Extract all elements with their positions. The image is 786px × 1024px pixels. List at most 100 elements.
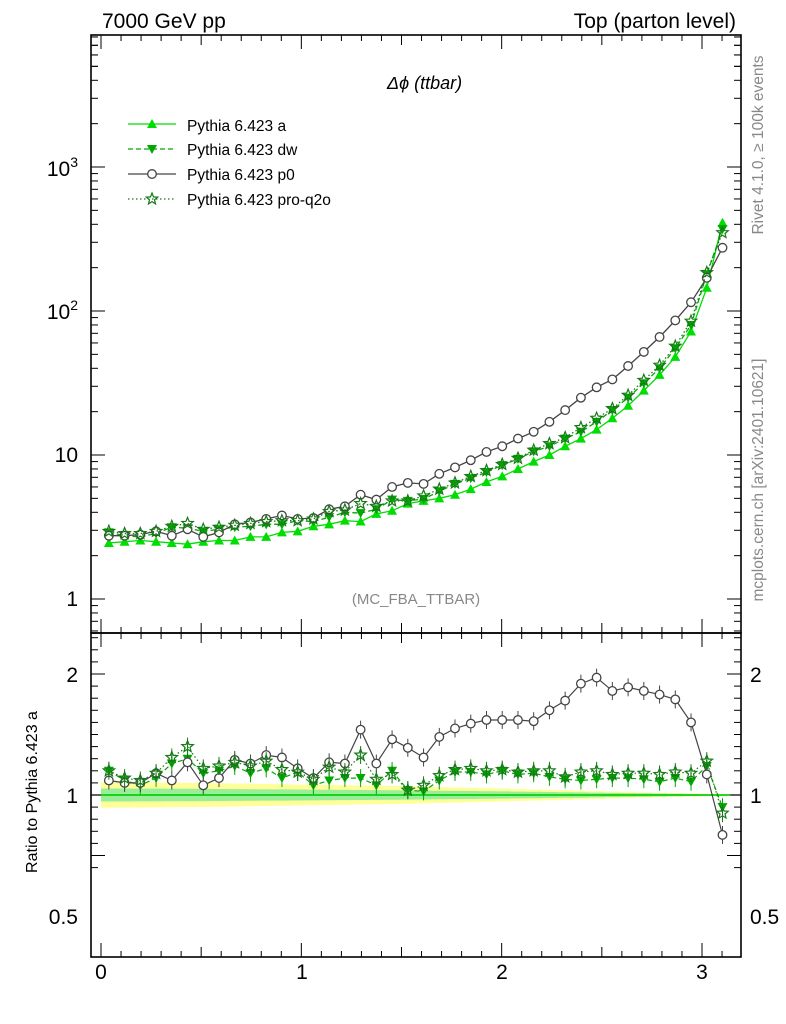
point-a: [292, 526, 303, 536]
point-pro_q2o: [211, 519, 227, 534]
ratio-point-p0: [513, 715, 523, 725]
point-p0: [434, 468, 445, 479]
rivet-label: Rivet 4.1.0, ≥ 100k events: [750, 55, 767, 234]
point-pro_q2o: [542, 435, 557, 450]
legend-label-a: Pythia 6.423 a: [187, 118, 286, 135]
ratio-series-layer: [101, 668, 731, 844]
ratio-y-tick-label-right-0.5: 0.5: [750, 906, 779, 929]
ratio-y-tick-label-1: 1: [66, 785, 78, 808]
point-pro_q2o: [605, 400, 620, 415]
point-p0: [670, 315, 681, 326]
ratio-point-pro_q2o: [384, 766, 400, 781]
ratio-point-pro_q2o: [211, 758, 227, 773]
point-pro_q2o: [117, 525, 132, 540]
point-p0: [560, 405, 571, 416]
main-series-layer: [101, 217, 730, 549]
ratio-point-p0: [528, 716, 539, 727]
ratio-point-p0: [402, 742, 413, 753]
point-pro_q2o: [337, 502, 353, 517]
analysis-tag: (MC_FBA_TTBAR): [352, 591, 480, 608]
series-line-dw: [108, 228, 724, 538]
ratio-y-tick-label-right-2: 2: [750, 664, 762, 687]
point-pro_q2o: [290, 513, 305, 527]
point-p0: [387, 481, 398, 492]
ratio-point-p0: [418, 752, 429, 763]
ratio-point-pro_q2o: [290, 764, 305, 779]
point-p0: [575, 392, 586, 403]
ratio-point-pro_q2o: [699, 753, 715, 768]
point-a: [717, 217, 728, 227]
ratio-point-pro_q2o: [258, 753, 274, 768]
point-a: [497, 471, 508, 481]
point-p0: [418, 478, 429, 489]
ratio-point-p0: [701, 769, 712, 780]
point-a: [324, 519, 335, 529]
ratio-point-p0: [450, 723, 460, 734]
ratio-point-pro_q2o: [668, 764, 683, 779]
point-pro_q2o: [668, 338, 683, 353]
point-p0: [638, 346, 649, 357]
legend-label-p0: Pythia 6.423 p0: [187, 167, 295, 184]
point-pro_q2o: [306, 511, 321, 526]
point-dw: [450, 479, 461, 489]
ratio-point-p0: [544, 705, 555, 716]
ratio-point-p0: [575, 678, 586, 689]
series-line-p0: [108, 247, 724, 538]
point-a: [512, 463, 523, 473]
ratio-point-pro_q2o: [542, 763, 557, 778]
ratio-line-dw: [108, 758, 724, 808]
point-pro_q2o: [321, 503, 337, 518]
point-pro_q2o: [573, 419, 589, 434]
point-p0: [135, 529, 146, 540]
ratio-point-pro_q2o: [463, 760, 479, 775]
point-a: [686, 326, 697, 336]
ratio-point-p0: [182, 757, 193, 768]
ratio-point-pro_q2o: [101, 763, 117, 778]
ratio-y-tick-label-0.5: 0.5: [49, 906, 78, 929]
point-pro_q2o: [494, 456, 510, 471]
ratio-point-pro_q2o: [447, 761, 463, 776]
ratio-point-p0: [686, 717, 696, 728]
point-a: [450, 489, 461, 499]
point-pro_q2o: [369, 498, 384, 513]
ratio-point-p0: [638, 685, 649, 696]
ratio-point-pro_q2o: [180, 738, 195, 753]
point-dw: [497, 461, 508, 471]
ratio-point-p0: [214, 773, 224, 784]
point-pro_q2o: [227, 517, 242, 532]
point-pro_q2o: [101, 523, 117, 538]
point-pro_q2o: [416, 488, 431, 503]
y-tick-label-100-exp: 2: [70, 297, 78, 313]
point-a: [387, 505, 398, 515]
series-a: [103, 217, 728, 549]
legend-marker-pro_q2o: [144, 191, 160, 206]
point-a: [560, 441, 571, 451]
ratio-y-tick-label-right-1: 1: [750, 785, 762, 808]
point-pro_q2o: [384, 493, 400, 508]
point-p0: [654, 332, 665, 342]
point-a: [229, 535, 240, 545]
ratio-point-pro_q2o: [432, 767, 447, 782]
ratio-point-pro_q2o: [196, 760, 211, 775]
header-right: Top (parton level): [574, 10, 736, 33]
ratio-point-pro_q2o: [416, 777, 431, 792]
ratio-point-p0: [560, 695, 571, 706]
point-pro_q2o: [715, 225, 730, 239]
point-a: [261, 531, 272, 541]
legend-marker-a: [147, 119, 157, 128]
header-left: 7000 GeV pp: [102, 10, 226, 33]
point-a: [151, 536, 162, 546]
series-p0: [103, 242, 728, 542]
point-p0: [513, 433, 523, 444]
ratio-point-p0: [276, 752, 287, 763]
point-pro_q2o: [432, 481, 447, 496]
point-a: [355, 516, 366, 526]
point-a: [213, 535, 224, 545]
ratio-point-pro_q2o: [479, 763, 494, 778]
ratio-point-p0: [591, 672, 602, 683]
point-a: [276, 527, 287, 537]
point-dw: [560, 434, 571, 444]
point-a: [103, 537, 114, 547]
legend-label-pro-q2o: Pythia 6.423 pro-q2o: [187, 192, 331, 209]
